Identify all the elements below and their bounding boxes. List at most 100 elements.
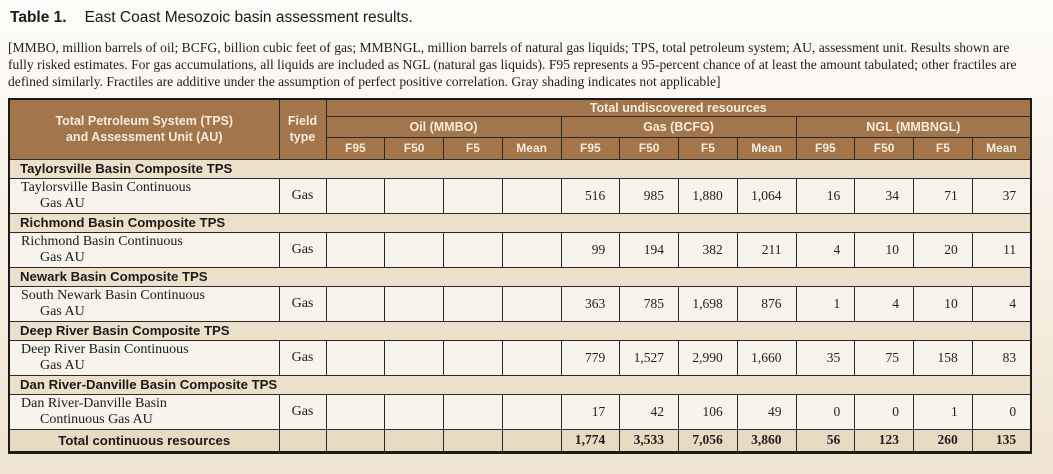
na-cell	[325, 393, 386, 430]
value-cell: 10	[913, 285, 973, 322]
na-cell	[443, 285, 503, 322]
na-cell	[443, 231, 503, 268]
assessment-unit-row: Deep River Basin Continuous Gas AU Gas 7…	[8, 339, 1032, 376]
table-number-label: Table 1.	[10, 9, 67, 26]
col-header-oil-mmbo: Oil (MMBO)	[325, 115, 562, 138]
assessment-results-table: Total Petroleum System (TPS) and Assessm…	[8, 98, 1033, 454]
col-header-oil-f5: F5	[443, 136, 503, 160]
na-cell	[501, 231, 562, 268]
col-header-total-undiscovered: Total undiscovered resources	[325, 98, 1032, 117]
au-name-line2: Continuous Gas AU	[40, 411, 153, 427]
na-cell	[443, 177, 503, 214]
total-value-cell: 7,056	[678, 428, 738, 453]
na-cell	[443, 393, 503, 430]
tps-section-title: Richmond Basin Composite TPS	[8, 212, 1032, 233]
value-cell: 34	[854, 177, 914, 214]
tps-section-row: Deep River Basin Composite TPS	[8, 320, 1032, 341]
tps-section-row: Dan River-Danville Basin Composite TPS	[8, 374, 1032, 395]
value-cell: 16	[795, 177, 856, 214]
empty-cell	[384, 428, 444, 453]
header-row-fractiles: F95 F50 F5 Mean F95 F50 F5 Mean F95 F50 …	[9, 136, 1032, 160]
value-cell: 4	[971, 285, 1032, 322]
au-name-line1: Dan River-Danville Basin	[21, 395, 167, 411]
value-cell: 42	[619, 393, 679, 430]
value-cell: 4	[854, 285, 914, 322]
value-cell: 4	[795, 231, 856, 268]
au-name-cell: Taylorsville Basin Continuous Gas AU	[8, 177, 280, 214]
col-header-gas-f50: F50	[619, 136, 679, 160]
col-header-gas-f95: F95	[560, 136, 621, 160]
value-cell: 1	[795, 285, 856, 322]
value-cell: 75	[854, 339, 914, 376]
na-cell	[443, 339, 503, 376]
na-cell	[501, 393, 562, 430]
value-cell: 779	[560, 339, 621, 376]
col-header-oil-mean: Mean	[501, 136, 562, 160]
field-type-cell: Gas	[278, 339, 327, 376]
value-cell: 1,698	[678, 285, 738, 322]
au-name-cell: Dan River-Danville Basin Continuous Gas …	[8, 393, 280, 430]
total-value-cell: 1,774	[560, 428, 621, 453]
assessment-unit-row: Taylorsville Basin Continuous Gas AU Gas…	[8, 177, 1032, 214]
tps-section-row: Newark Basin Composite TPS	[8, 266, 1032, 287]
col-header-ngl-mean: Mean	[971, 136, 1032, 160]
col-header-ngl-f95: F95	[795, 136, 856, 160]
tps-section-title: Taylorsville Basin Composite TPS	[8, 158, 1032, 179]
value-cell: 71	[913, 177, 973, 214]
total-value-cell: 260	[913, 428, 973, 453]
value-cell: 20	[913, 231, 973, 268]
na-cell	[501, 177, 562, 214]
au-name-cell: South Newark Basin Continuous Gas AU	[8, 285, 280, 322]
col-header-ngl-f50: F50	[854, 136, 914, 160]
field-type-cell: Gas	[278, 393, 327, 430]
value-cell: 99	[560, 231, 621, 268]
tps-section-title: Dan River-Danville Basin Composite TPS	[8, 374, 1032, 395]
na-cell	[501, 285, 562, 322]
value-cell: 194	[619, 231, 679, 268]
total-value-cell: 3,860	[736, 428, 797, 453]
value-cell: 876	[736, 285, 797, 322]
au-name-cell: Richmond Basin Continuous Gas AU	[8, 231, 280, 268]
total-value-cell: 123	[854, 428, 914, 453]
col-header-tps-au: Total Petroleum System (TPS) and Assessm…	[8, 98, 280, 160]
tps-section-row: Taylorsville Basin Composite TPS	[8, 158, 1032, 179]
col-header-oil-f50: F50	[384, 136, 444, 160]
table-footnote: [MMBO, million barrels of oil; BCFG, bil…	[8, 40, 1017, 89]
au-name-line2: Gas AU	[40, 303, 85, 319]
value-cell: 382	[678, 231, 738, 268]
header-row-groups: Oil (MMBO) Gas (BCFG) NGL (MMBNGL)	[9, 115, 1032, 138]
au-name-line1: Richmond Basin Continuous	[21, 233, 183, 249]
na-cell	[325, 231, 386, 268]
total-value-cell: 135	[971, 428, 1032, 453]
empty-cell	[325, 428, 386, 453]
empty-cell	[443, 428, 503, 453]
col-header-gas-mean: Mean	[736, 136, 797, 160]
au-name-line2: Gas AU	[40, 249, 85, 265]
na-cell	[325, 177, 386, 214]
col-header-gas-f5: F5	[678, 136, 738, 160]
field-type-cell: Gas	[278, 231, 327, 268]
value-cell: 158	[913, 339, 973, 376]
empty-cell	[278, 428, 327, 453]
na-cell	[384, 285, 444, 322]
value-cell: 0	[795, 393, 856, 430]
col-header-ngl-f5: F5	[913, 136, 973, 160]
value-cell: 1,064	[736, 177, 797, 214]
value-cell: 10	[854, 231, 914, 268]
assessment-unit-row: Richmond Basin Continuous Gas AU Gas 99 …	[8, 231, 1032, 268]
value-cell: 363	[560, 285, 621, 322]
na-cell	[501, 339, 562, 376]
total-row-label: Total continuous resources	[8, 428, 280, 453]
na-cell	[325, 339, 386, 376]
value-cell: 37	[971, 177, 1032, 214]
col-header-ngl-mmbngl: NGL (MMBNGL)	[795, 115, 1032, 138]
value-cell: 49	[736, 393, 797, 430]
value-cell: 1,527	[619, 339, 679, 376]
value-cell: 11	[971, 231, 1032, 268]
table-title-text: East Coast Mesozoic basin assessment res…	[84, 9, 413, 26]
assessment-unit-row: Dan River-Danville Basin Continuous Gas …	[8, 393, 1032, 430]
table-header: Total Petroleum System (TPS) and Assessm…	[8, 98, 1032, 160]
assessment-unit-row: South Newark Basin Continuous Gas AU Gas…	[8, 285, 1032, 322]
au-name-line2: Gas AU	[40, 357, 85, 373]
col-header-oil-f95: F95	[325, 136, 386, 160]
